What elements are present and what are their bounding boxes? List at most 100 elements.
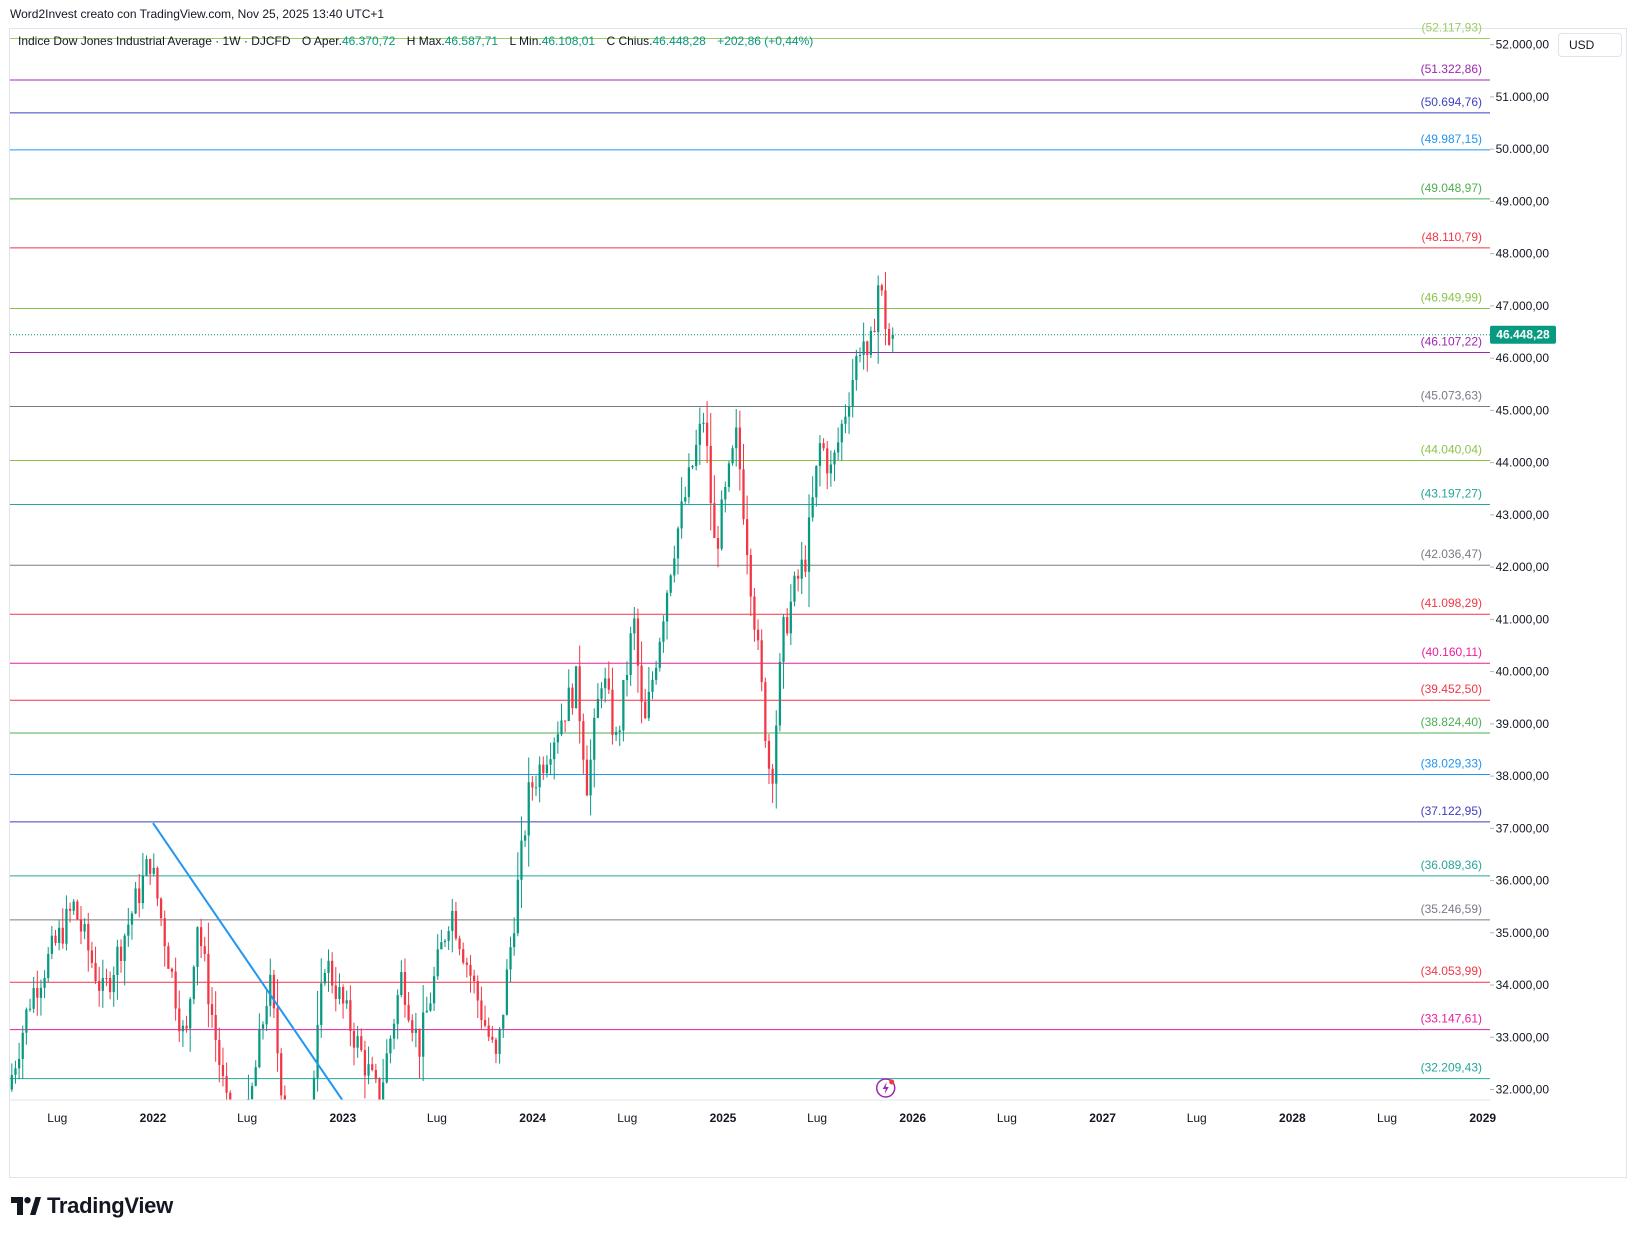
candle-body [185, 1025, 188, 1029]
candle-body [138, 888, 141, 904]
candle-body [349, 1000, 352, 1031]
candle-body [302, 1209, 304, 1234]
level-label: (38.029,33) [1421, 757, 1482, 771]
candle-body [684, 497, 687, 502]
candle-body [189, 999, 192, 1029]
candle-body [633, 618, 636, 634]
high-prefix: Max. [418, 34, 445, 48]
level-label: (34.053,99) [1421, 964, 1482, 978]
candle-body [545, 764, 549, 774]
event-icon-dot [889, 1079, 895, 1085]
candle-body [644, 701, 647, 719]
candle-body [793, 575, 796, 602]
candle-body [130, 913, 134, 925]
y-tick-label: 36.000,00 [1496, 874, 1550, 888]
open-label: O [301, 34, 312, 48]
candle-body [210, 1004, 214, 1015]
open-prefix: Aper. [313, 34, 342, 48]
level-label: (37.122,95) [1421, 804, 1482, 818]
change-value: +202,86 (+0,44%) [717, 34, 814, 48]
level-label: (32.209,43) [1421, 1061, 1482, 1075]
candle-body [283, 1095, 286, 1100]
candle-body [858, 354, 862, 357]
candle-body [127, 924, 130, 936]
candle-body [105, 978, 108, 980]
low-label: L [509, 34, 516, 48]
level-label: (52.117,93) [1422, 21, 1483, 35]
candle-body [221, 1065, 225, 1077]
candle-body [498, 1028, 501, 1054]
candle-body [39, 987, 43, 998]
x-tick-label: 2028 [1279, 1111, 1306, 1125]
candle-body [880, 285, 883, 291]
level-label: (43.197,27) [1421, 487, 1482, 501]
candle-body [851, 379, 854, 407]
candle-body [192, 966, 195, 1000]
candle-body [61, 927, 64, 944]
candle-body [411, 1020, 414, 1033]
candle-body [229, 1092, 232, 1100]
candle-body [698, 423, 701, 445]
candle-body [396, 995, 399, 1024]
candle-body [287, 1121, 289, 1149]
symbol-title[interactable]: Indice Dow Jones Industrial Average · 1W… [18, 34, 291, 48]
x-tick-label: Lug [427, 1111, 447, 1125]
y-tick-label: 37.000,00 [1496, 821, 1550, 835]
event-lightning-icon[interactable] [875, 1078, 896, 1098]
candle-body [833, 452, 836, 465]
candle-body [636, 618, 640, 666]
candle-body [574, 666, 578, 709]
candle-body [334, 985, 337, 999]
candle-body [320, 983, 323, 1025]
candle-body [47, 953, 50, 978]
candle-body [735, 427, 738, 449]
candle-body [720, 499, 723, 549]
candle-body [531, 782, 534, 788]
candle-body [873, 330, 876, 333]
candle-body [746, 519, 749, 556]
x-tick-label: Lug [807, 1111, 827, 1125]
candle-body [123, 935, 126, 961]
x-tick-label: Lug [237, 1111, 257, 1125]
candle-body [578, 666, 581, 722]
candle-body [50, 935, 53, 954]
candle-body [527, 782, 530, 836]
candle-body [516, 879, 519, 934]
candle-body [665, 592, 669, 622]
y-tick-label: 50.000,00 [1496, 142, 1550, 156]
candle-body [83, 923, 86, 932]
candle-body [716, 537, 720, 549]
candle-body [760, 640, 763, 683]
candle-body [483, 1020, 487, 1026]
x-tick-label: 2026 [899, 1111, 926, 1125]
level-label: (36.089,36) [1421, 858, 1482, 872]
candle-body [775, 725, 778, 784]
currency-button[interactable]: USD [1558, 33, 1622, 57]
axes-group: 32.000,00 33.000,00 34.000,00 35.000,00 36.0… [10, 38, 1556, 1125]
level-label: (50.694,76) [1421, 95, 1482, 109]
candle-body [116, 946, 119, 975]
trendline-group [152, 822, 344, 1100]
candle-body [789, 601, 792, 634]
y-tick-label: 52.000,00 [1496, 38, 1550, 52]
candle-body [98, 981, 101, 991]
tradingview-logo[interactable]: TradingView [11, 1193, 173, 1219]
candle-body [240, 1165, 242, 1172]
candle-body [218, 1039, 221, 1066]
candle-body [618, 730, 621, 733]
candle-body [502, 1014, 505, 1029]
high-label: H [406, 34, 416, 48]
candle-body [826, 448, 829, 474]
close-label: C [606, 34, 616, 48]
level-label: (48.110,79) [1422, 230, 1483, 244]
candle-body [807, 517, 811, 572]
x-tick-label: 2024 [519, 1111, 546, 1125]
candle-body [108, 978, 112, 993]
candle-body [604, 678, 607, 689]
candle-body [491, 1036, 494, 1040]
candle-body [385, 1053, 388, 1083]
candle-body [163, 918, 166, 947]
y-tick-label: 39.000,00 [1496, 717, 1550, 731]
candle-body [869, 330, 873, 355]
